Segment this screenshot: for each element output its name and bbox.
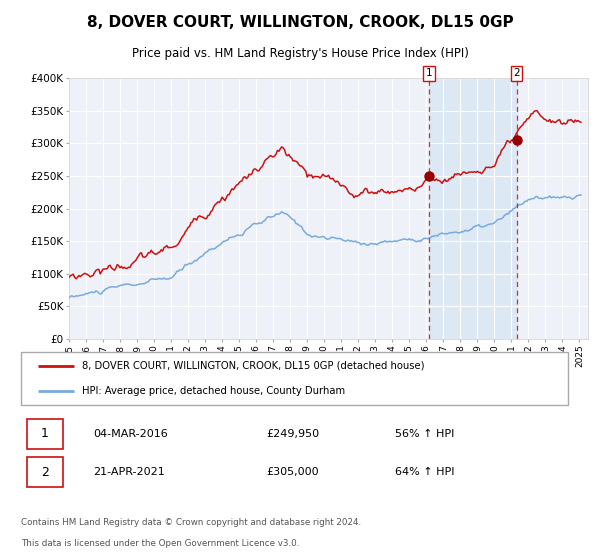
Text: 2: 2 xyxy=(41,465,49,478)
Text: Contains HM Land Registry data © Crown copyright and database right 2024.: Contains HM Land Registry data © Crown c… xyxy=(21,517,361,526)
Text: 64% ↑ HPI: 64% ↑ HPI xyxy=(395,467,454,477)
Text: Price paid vs. HM Land Registry's House Price Index (HPI): Price paid vs. HM Land Registry's House … xyxy=(131,46,469,59)
Bar xyxy=(429,78,517,339)
FancyBboxPatch shape xyxy=(26,419,63,449)
Text: £305,000: £305,000 xyxy=(266,467,319,477)
FancyBboxPatch shape xyxy=(26,457,63,487)
Text: 04-MAR-2016: 04-MAR-2016 xyxy=(94,429,168,439)
FancyBboxPatch shape xyxy=(21,352,568,405)
Text: HPI: Average price, detached house, County Durham: HPI: Average price, detached house, Coun… xyxy=(82,386,346,396)
Text: 8, DOVER COURT, WILLINGTON, CROOK, DL15 0GP (detached house): 8, DOVER COURT, WILLINGTON, CROOK, DL15 … xyxy=(82,361,425,371)
Text: 21-APR-2021: 21-APR-2021 xyxy=(94,467,165,477)
Text: This data is licensed under the Open Government Licence v3.0.: This data is licensed under the Open Gov… xyxy=(21,539,299,548)
Text: 8, DOVER COURT, WILLINGTON, CROOK, DL15 0GP: 8, DOVER COURT, WILLINGTON, CROOK, DL15 … xyxy=(86,15,514,30)
Text: £249,950: £249,950 xyxy=(266,429,320,439)
Text: 56% ↑ HPI: 56% ↑ HPI xyxy=(395,429,454,439)
Text: 1: 1 xyxy=(41,427,49,441)
Text: 2: 2 xyxy=(513,68,520,78)
Text: 1: 1 xyxy=(426,68,433,78)
